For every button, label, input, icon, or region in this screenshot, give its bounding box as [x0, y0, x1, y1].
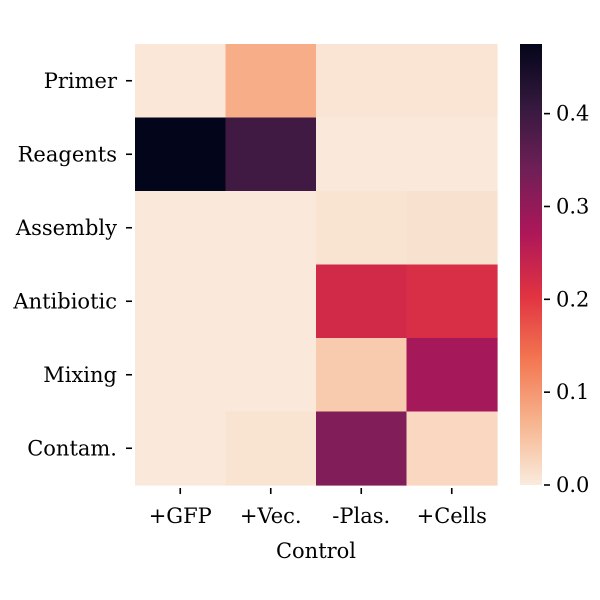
heatmap-cell: [135, 117, 227, 192]
heatmap-cell: [135, 191, 227, 266]
heatmap-cell: [316, 264, 408, 339]
x-tick-label: +Cells: [417, 504, 487, 528]
x-tick-label: +GFP: [149, 504, 212, 528]
heatmap-cell: [225, 117, 317, 192]
heatmap-cell: [406, 264, 498, 339]
heatmap-cell: [135, 411, 227, 486]
heatmap-cell: [135, 44, 227, 119]
colorbar-tick-label: 0.4: [556, 102, 589, 126]
heatmap-cell: [316, 411, 408, 486]
y-tick-label: Primer: [44, 69, 118, 93]
heatmap-cell: [225, 411, 317, 486]
heatmap-cell: [135, 264, 227, 339]
x-axis-title: Control: [276, 539, 356, 563]
x-tick-label: +Vec.: [240, 504, 302, 528]
x-axis: +GFP +Vec. -Plas. +Cells: [149, 488, 487, 528]
heatmap-cell: [406, 191, 498, 266]
heatmap-cell: [135, 338, 227, 413]
heatmap-cell: [406, 411, 498, 486]
y-tick-label: Assembly: [15, 216, 117, 240]
colorbar-tick-label: 0.3: [556, 194, 589, 218]
y-axis: Primer Reagents Assembly Antibiotic Mixing Co…: [12, 69, 132, 460]
y-tick-label: Mixing: [43, 363, 117, 387]
heatmap-cell: [316, 117, 408, 192]
y-tick-label: Reagents: [18, 142, 117, 166]
heatmap-cell: [225, 44, 317, 119]
colorbar-axis: 0.0 0.1 0.2 0.3 0.4: [544, 102, 589, 497]
colorbar-tick-label: 0.1: [556, 380, 589, 404]
colorbar-tick-label: 0.0: [556, 473, 589, 497]
colorbar: [520, 44, 542, 485]
heatmap-cell: [316, 338, 408, 413]
heatmap-cell: [406, 44, 498, 119]
heatmap-cell: [406, 338, 498, 413]
heatmap-cell: [316, 44, 408, 119]
heatmap-cell: [316, 191, 408, 266]
y-tick-label: Antibiotic: [12, 289, 117, 313]
y-tick-label: Contam.: [27, 436, 117, 460]
heatmap-cells: [135, 44, 498, 486]
heatmap-cell: [225, 338, 317, 413]
heatmap-cell: [225, 191, 317, 266]
colorbar-tick-label: 0.2: [556, 287, 589, 311]
x-tick-label: -Plas.: [332, 504, 390, 528]
heatmap-cell: [406, 117, 498, 192]
heatmap-cell: [225, 264, 317, 339]
